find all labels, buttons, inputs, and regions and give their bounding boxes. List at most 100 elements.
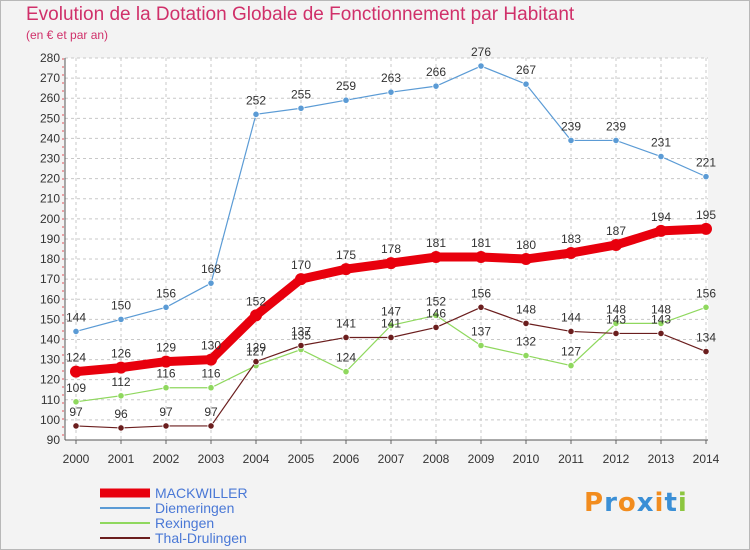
point-mackwiller — [610, 238, 622, 251]
x-tick-label: 2003 — [198, 452, 225, 466]
point-diemeringen — [657, 152, 665, 161]
data-label-rexingen: 112 — [111, 375, 130, 389]
point-diemeringen — [342, 96, 350, 104]
y-tick-label: 250 — [40, 111, 60, 125]
point-thal-drulingen — [162, 422, 170, 430]
point-rexingen — [702, 303, 710, 311]
point-diemeringen — [117, 315, 125, 323]
data-label-thal-drulingen: 134 — [696, 331, 716, 345]
point-rexingen — [387, 321, 395, 329]
data-label-mackwiller: 195 — [696, 208, 716, 222]
logo-letter: i — [654, 488, 665, 518]
point-diemeringen — [252, 110, 260, 118]
x-tick-label: 2001 — [108, 452, 135, 466]
x-tick-label: 2008 — [423, 452, 450, 466]
logo-letter: i — [677, 488, 688, 518]
legend: MACKWILLERDiemeringenRexingenThal-Drulin… — [100, 485, 248, 546]
x-tick-label: 2009 — [468, 452, 495, 466]
data-label-diemeringen: 239 — [606, 119, 626, 133]
x-tick-label: 2007 — [378, 452, 405, 466]
point-thal-drulingen — [612, 329, 620, 338]
data-label-mackwiller: 124 — [66, 351, 86, 365]
data-label-mackwiller: 187 — [606, 224, 626, 238]
point-rexingen — [207, 384, 215, 392]
point-rexingen — [657, 319, 665, 327]
point-thal-drulingen — [387, 333, 395, 342]
data-label-thal-drulingen: 143 — [606, 312, 626, 326]
data-label-mackwiller: 152 — [246, 294, 266, 308]
point-thal-drulingen — [522, 319, 530, 327]
data-label-diemeringen: 276 — [471, 45, 491, 59]
data-label-rexingen: 148 — [606, 302, 626, 316]
data-label-mackwiller: 126 — [111, 347, 131, 361]
point-thal-drulingen — [657, 329, 665, 338]
point-diemeringen — [432, 82, 440, 90]
y-tick-label: 200 — [40, 212, 60, 226]
y-tick-label: 220 — [40, 172, 60, 186]
data-label-diemeringen: 156 — [156, 286, 176, 300]
point-mackwiller — [340, 263, 352, 276]
point-mackwiller — [475, 251, 487, 264]
legend-label-thal-drulingen: Thal-Drulingen — [155, 530, 247, 546]
data-label-diemeringen: 144 — [66, 310, 86, 324]
point-mackwiller — [700, 222, 712, 235]
x-tick-label: 2013 — [648, 452, 675, 466]
data-label-mackwiller: 175 — [336, 248, 356, 262]
point-diemeringen — [72, 327, 80, 336]
point-mackwiller — [295, 273, 307, 286]
data-label-diemeringen: 221 — [696, 156, 716, 170]
data-label-thal-drulingen: 129 — [246, 341, 266, 355]
point-mackwiller — [205, 353, 217, 366]
point-thal-drulingen — [567, 327, 575, 336]
data-label-rexingen: 124 — [336, 351, 356, 365]
data-label-diemeringen: 168 — [201, 262, 221, 276]
data-label-mackwiller: 180 — [516, 238, 536, 252]
point-thal-drulingen — [702, 347, 710, 356]
y-tick-label: 270 — [40, 71, 60, 85]
point-mackwiller — [385, 257, 397, 270]
data-label-thal-drulingen: 148 — [516, 302, 536, 316]
point-thal-drulingen — [432, 323, 440, 332]
data-label-thal-drulingen: 144 — [561, 310, 581, 324]
data-label-thal-drulingen: 146 — [426, 306, 446, 320]
data-label-mackwiller: 178 — [381, 242, 401, 256]
y-tick-label: 100 — [40, 413, 60, 427]
data-label-diemeringen: 266 — [426, 65, 446, 79]
data-label-diemeringen: 255 — [291, 87, 311, 101]
data-label-rexingen: 152 — [426, 294, 446, 308]
data-label-thal-drulingen: 97 — [204, 405, 218, 419]
data-label-diemeringen: 267 — [516, 63, 536, 77]
point-rexingen — [522, 351, 530, 360]
x-tick-label: 2012 — [603, 452, 630, 466]
x-tick-label: 2005 — [288, 452, 315, 466]
data-label-rexingen: 116 — [156, 367, 175, 381]
data-label-diemeringen: 231 — [651, 136, 671, 150]
point-rexingen — [342, 368, 350, 376]
point-rexingen — [477, 341, 485, 350]
point-mackwiller — [250, 309, 262, 322]
x-tick-label: 2014 — [693, 452, 720, 466]
point-rexingen — [117, 392, 125, 400]
point-rexingen — [612, 319, 620, 327]
x-tick-label: 2004 — [243, 452, 270, 466]
logo-letter: r — [604, 488, 618, 518]
data-label-mackwiller: 130 — [201, 339, 221, 353]
proxiti-logo: Proxiti — [584, 488, 688, 518]
y-tick-label: 110 — [41, 393, 60, 407]
data-label-mackwiller: 181 — [471, 236, 491, 250]
data-label-thal-drulingen: 141 — [381, 316, 401, 330]
logo-letter: t — [664, 488, 678, 518]
data-label-mackwiller: 170 — [291, 258, 311, 272]
data-label-thal-drulingen: 141 — [336, 316, 356, 330]
point-diemeringen — [567, 136, 575, 145]
data-label-rexingen: 148 — [651, 302, 671, 316]
point-diemeringen — [387, 88, 395, 96]
data-label-diemeringen: 263 — [381, 71, 401, 85]
point-rexingen — [567, 362, 575, 370]
point-mackwiller — [160, 355, 172, 368]
y-tick-label: 160 — [40, 292, 60, 306]
point-diemeringen — [702, 173, 710, 181]
data-label-thal-drulingen: 97 — [159, 405, 173, 419]
point-diemeringen — [522, 80, 530, 88]
